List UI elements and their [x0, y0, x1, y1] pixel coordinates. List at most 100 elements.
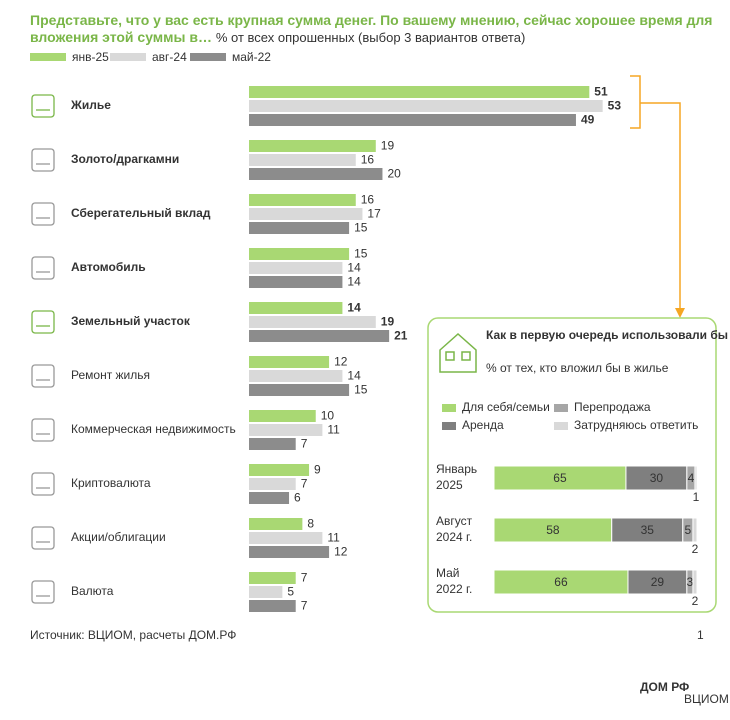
icon-shape [31, 148, 55, 172]
value-label: 14 [347, 301, 361, 315]
value-label: 6 [294, 491, 301, 505]
bar [249, 168, 383, 180]
category-label: Январь 2025 [436, 462, 477, 492]
bar [249, 330, 390, 342]
bar-segment [625, 465, 688, 491]
value-label: 65 [553, 471, 567, 485]
bar-segment [694, 465, 698, 491]
bar [249, 546, 330, 558]
value-label: 3 [687, 575, 694, 589]
category-label: Акции/облигации [71, 530, 166, 544]
legend-label: янв-25 [72, 50, 109, 64]
value-label: 15 [354, 247, 368, 261]
value-label: 15 [354, 383, 368, 397]
icon-shape [31, 310, 55, 334]
category-icon [31, 418, 55, 442]
value-label: 11 [327, 423, 340, 437]
bar [249, 356, 330, 368]
bar [249, 248, 350, 260]
value-label: 19 [381, 315, 395, 329]
value-label: 2 [692, 542, 699, 556]
value-label: 21 [394, 329, 408, 343]
value-label: 5 [287, 585, 294, 599]
category-line: 2022 г. [436, 582, 472, 596]
category-label: Ремонт жилья [71, 368, 150, 382]
icon-shape [31, 202, 55, 226]
value-label: 10 [321, 409, 335, 423]
logo-text: ДОМ РФ [640, 680, 689, 694]
bar [249, 424, 323, 436]
bar-segment [611, 517, 684, 543]
bar [249, 100, 603, 112]
value-label: 8 [307, 517, 314, 531]
value-label: 35 [641, 523, 655, 537]
value-label: 7 [301, 571, 308, 585]
category-label: Автомобиль [71, 260, 146, 274]
legend-swatch [110, 53, 146, 61]
category-label: Золото/драгкамни [71, 152, 179, 166]
legend-label: авг-24 [152, 50, 187, 64]
bar-segment [493, 569, 629, 595]
value-label: 66 [554, 575, 568, 589]
category-icon [31, 202, 55, 226]
bar [249, 154, 356, 166]
bar [249, 572, 296, 584]
category-icon [31, 364, 55, 388]
icon-shape [31, 472, 55, 496]
value-label: 11 [327, 531, 340, 545]
page-number: 1 [697, 628, 704, 642]
value-label: 51 [594, 85, 608, 99]
inset-subtitle: % от тех, кто вложил бы в жилье [486, 361, 669, 375]
bar [249, 410, 316, 422]
category-icon [31, 310, 55, 334]
bar [249, 438, 296, 450]
legend-swatch [190, 53, 226, 61]
category-label: Валюта [71, 584, 114, 598]
bar [249, 276, 343, 288]
bar [249, 464, 310, 476]
value-label: 49 [581, 113, 595, 127]
bar-segment [493, 465, 627, 491]
bar [249, 86, 590, 98]
value-label: 9 [314, 463, 321, 477]
value-label: 53 [608, 99, 622, 113]
category-line: Январь [436, 462, 477, 476]
value-label: 5 [685, 523, 692, 537]
bar [249, 478, 296, 490]
value-label: 7 [301, 437, 308, 451]
legend-label: Перепродажа [574, 400, 651, 414]
legend-label: Затрудняюсь ответить [574, 418, 698, 432]
value-label: 17 [367, 207, 381, 221]
legend-swatch [442, 404, 456, 412]
category-icon [31, 472, 55, 496]
value-label: 14 [347, 275, 361, 289]
icon-shape [31, 364, 55, 388]
bar [249, 384, 350, 396]
category-label: Криптовалюта [71, 476, 151, 490]
category-label: Коммерческая недвижимость [71, 422, 236, 436]
category-line: 2025 [436, 478, 463, 492]
value-label: 15 [354, 221, 368, 235]
category-icon [31, 256, 55, 280]
bar [249, 262, 343, 274]
icon-shape [31, 418, 55, 442]
chart-subtitle: % от всех опрошенных (выбор 3 вариантов … [215, 30, 526, 45]
source: Источник: ВЦИОМ, расчеты ДОМ.РФ [30, 628, 236, 642]
category-label: Жилье [70, 98, 111, 112]
category-line: 2024 г. [436, 530, 472, 544]
inset-title: Как в первую очередь использовали бы жил… [486, 328, 730, 342]
icon-shape [31, 94, 55, 118]
value-label: 14 [347, 261, 361, 275]
bar [249, 518, 303, 530]
value-label: 29 [651, 575, 665, 589]
icon-shape [31, 580, 55, 604]
value-label: 7 [301, 477, 308, 491]
legend-swatch [554, 422, 568, 430]
bar [249, 222, 350, 234]
legend-swatch [554, 404, 568, 412]
bar [249, 316, 376, 328]
value-label: 7 [301, 599, 308, 613]
value-label: 1 [693, 490, 700, 504]
bar-segment [692, 517, 698, 543]
